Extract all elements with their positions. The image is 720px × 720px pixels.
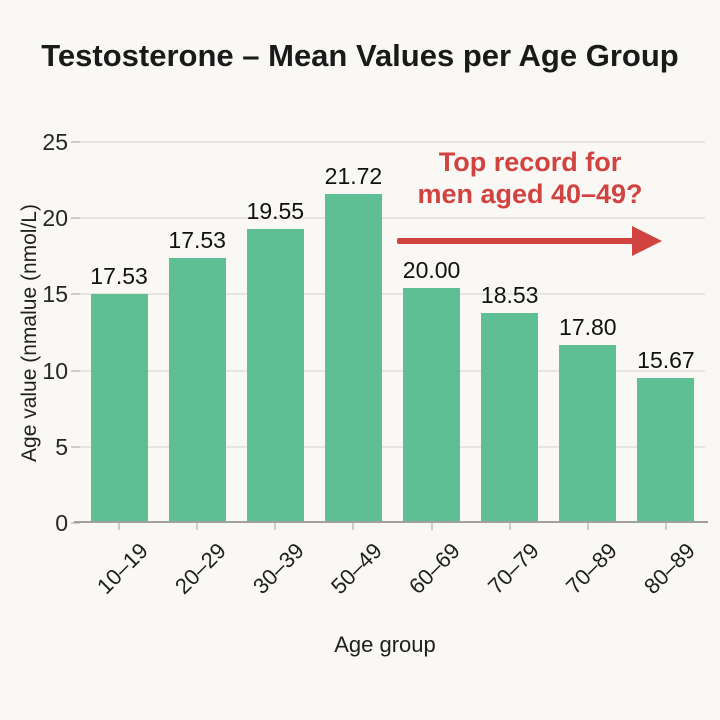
bar <box>637 378 695 523</box>
x-tick-mark <box>586 523 589 530</box>
y-axis-label: Age value (nmalue (nmol/L) <box>18 204 41 462</box>
x-tick-label: 20–29 <box>169 538 231 599</box>
gridline <box>80 293 705 296</box>
bar-value-label: 19.55 <box>246 197 305 224</box>
y-tick-mark <box>71 141 80 143</box>
bar <box>168 257 226 523</box>
y-tick-mark <box>71 445 80 448</box>
x-axis-title: Age group <box>334 632 436 657</box>
x-tick-label: 50–49 <box>326 538 388 599</box>
bar-value-label: 17.53 <box>168 226 226 253</box>
annotation-line-2: men aged 40–49? <box>417 179 643 209</box>
bar <box>403 288 461 523</box>
x-tick-mark <box>352 523 355 530</box>
x-tick-label: 60–69 <box>404 538 466 599</box>
chart-title: Testosterone – Mean Values per Age Group <box>41 38 679 73</box>
y-tick-mark <box>71 522 80 524</box>
x-tick-label: 70–89 <box>560 538 622 599</box>
x-tick-label: 70–79 <box>482 538 544 599</box>
y-tick-label: 20 <box>42 205 68 232</box>
y-tick-mark <box>71 293 80 296</box>
y-tick-mark <box>71 369 80 372</box>
annotation-text: Top record for men aged 40–49? <box>390 146 670 210</box>
bar <box>559 344 617 523</box>
annotation-line-1: Top record for <box>438 147 622 177</box>
x-tick-mark <box>274 523 277 530</box>
y-tick-label: 5 <box>55 433 68 460</box>
x-tick-mark <box>664 523 667 530</box>
gridline <box>80 141 705 143</box>
x-tick-label: 30–39 <box>248 538 309 599</box>
bar <box>90 294 148 523</box>
x-tick-mark <box>118 523 121 530</box>
x-tick-mark <box>430 523 433 530</box>
bar <box>481 312 539 523</box>
annotation-arrow-icon <box>632 226 662 256</box>
x-tick-label: 10–19 <box>91 538 153 599</box>
x-tick-label: 80–89 <box>638 538 700 599</box>
bar-value-label: 18.53 <box>480 281 539 308</box>
bar <box>324 193 382 523</box>
y-tick-label: 0 <box>55 510 68 536</box>
annotation-arrow-line <box>397 238 634 244</box>
x-tick-mark <box>196 523 199 530</box>
bar <box>246 228 304 523</box>
y-tick-label: 25 <box>42 129 68 155</box>
gridline <box>80 445 705 448</box>
bar-value-label: 15.67 <box>637 347 695 374</box>
gridline <box>80 217 705 220</box>
x-axis-line <box>74 521 708 523</box>
y-tick-mark <box>71 217 80 220</box>
bar-value-label: 20.00 <box>402 257 461 284</box>
bar-value-label: 21.72 <box>324 162 383 189</box>
gridline <box>80 369 705 372</box>
y-tick-label: 15 <box>42 281 68 308</box>
bar-value-label: 17.53 <box>90 263 148 290</box>
x-tick-mark <box>508 523 511 530</box>
bar-value-label: 17.80 <box>559 313 617 340</box>
y-tick-label: 10 <box>42 357 68 384</box>
